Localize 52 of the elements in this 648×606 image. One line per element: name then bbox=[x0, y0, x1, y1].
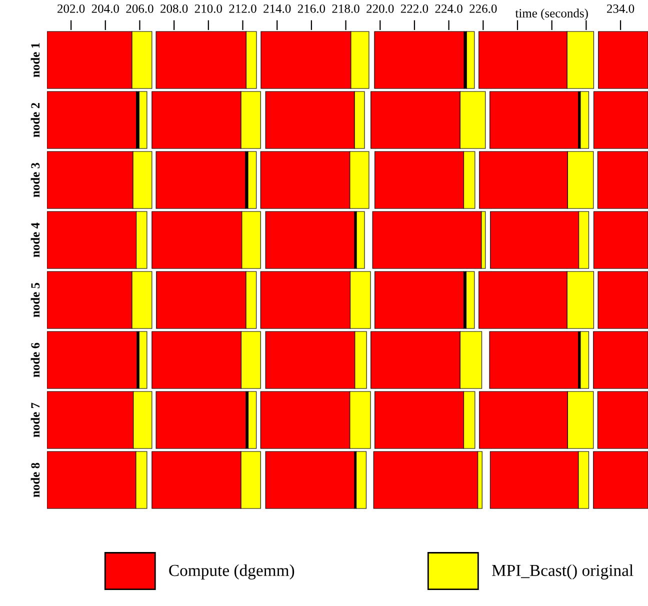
x-tick-label: 222.0 bbox=[400, 4, 428, 13]
bar bbox=[47, 91, 137, 149]
bar bbox=[138, 91, 148, 149]
x-tick-label: 220.0 bbox=[366, 4, 394, 13]
bar bbox=[593, 91, 648, 149]
bar bbox=[248, 391, 257, 449]
bar bbox=[372, 211, 482, 269]
legend-label: Compute (dgemm) bbox=[169, 564, 294, 580]
x-tick-label: 212.0 bbox=[229, 4, 256, 13]
bar bbox=[580, 331, 590, 389]
bar bbox=[597, 391, 648, 449]
y-tick-label: node 7 bbox=[30, 402, 40, 438]
bar bbox=[593, 331, 648, 389]
y-tick-label: node 5 bbox=[30, 282, 40, 318]
y-tick-label: node 3 bbox=[30, 162, 40, 198]
x-tick-label: 224.0 bbox=[435, 4, 462, 13]
bar bbox=[489, 331, 579, 389]
legend-label: MPI_Bcast() original bbox=[492, 564, 634, 580]
bar bbox=[47, 331, 138, 389]
x-tick-label: 208.0 bbox=[160, 4, 188, 13]
x-tick-label: 218.0 bbox=[332, 4, 360, 13]
x-tick-label: 204.0 bbox=[92, 4, 119, 13]
x-tick-label: 214.0 bbox=[264, 4, 291, 13]
x-tick-label: 226.0 bbox=[470, 4, 497, 13]
bar bbox=[248, 151, 257, 209]
y-tick-label: node 8 bbox=[30, 462, 40, 498]
y-tick-label: node 2 bbox=[30, 103, 40, 138]
bar bbox=[374, 271, 464, 329]
bar bbox=[598, 271, 648, 329]
bar bbox=[156, 391, 246, 449]
bar bbox=[265, 451, 355, 509]
x-tick-label: 216.0 bbox=[298, 4, 326, 13]
bar bbox=[265, 211, 355, 269]
bar bbox=[138, 331, 148, 389]
bar bbox=[356, 451, 366, 509]
bar bbox=[356, 211, 365, 269]
x-tick-label: 206.0 bbox=[126, 4, 154, 13]
x-tick-label: 202.0 bbox=[58, 4, 85, 13]
bar bbox=[490, 91, 579, 149]
y-tick-label: node 1 bbox=[30, 43, 40, 78]
bar bbox=[593, 211, 648, 269]
bar bbox=[156, 151, 246, 209]
bar bbox=[373, 451, 478, 509]
y-tick-label: node 4 bbox=[30, 222, 40, 258]
bar bbox=[593, 451, 648, 509]
bar bbox=[597, 151, 648, 209]
x-axis-title: time (seconds) bbox=[515, 8, 588, 20]
bar bbox=[580, 91, 590, 149]
x-tick-label: 210.0 bbox=[194, 4, 222, 13]
x-tick-label: 234.0 bbox=[607, 4, 634, 13]
y-tick-label: node 6 bbox=[30, 342, 40, 378]
bar bbox=[466, 271, 475, 329]
